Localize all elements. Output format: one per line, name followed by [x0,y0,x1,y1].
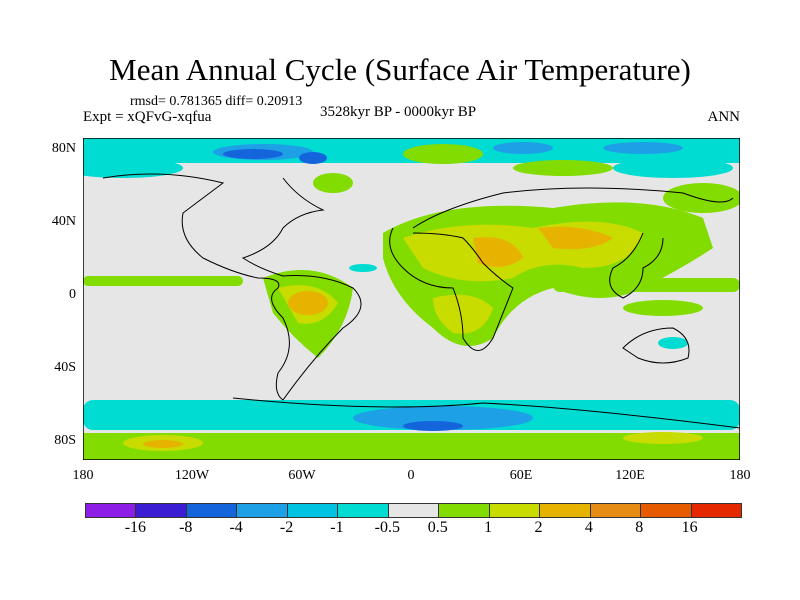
eurasia-africa-anomaly [383,202,713,346]
y-tick-label: 80S [54,433,76,448]
colorbar-label: 16 [681,519,698,536]
colorbar-swatch [237,504,288,517]
colorbar-swatch [338,504,389,517]
x-tick-label: 120W [174,468,210,483]
y-tick-label: 40N [51,214,76,229]
x-tick-label: 60W [288,468,316,483]
y-tick-label: 80N [51,141,76,156]
y-tick-label: 0 [69,287,76,302]
colorbar-label: 1 [484,519,493,536]
colorbar-label: 0.5 [427,519,448,536]
coastlines [102,173,740,429]
colorbar-label: -4 [229,519,243,536]
figure-title: Mean Annual Cycle (Surface Air Temperatu… [109,52,691,87]
colorbar-swatch [86,504,137,517]
antarctic-anomaly [83,400,740,460]
x-tick-label: 0 [407,468,415,483]
experiment-label: Expt = xQFvG-xqfua [83,109,212,125]
colorbar-swatch [590,504,642,517]
colorbar-label: -16 [124,519,147,536]
anomaly-map [83,138,740,460]
colorbar-label: -2 [279,519,294,536]
y-tick-label: 40S [54,360,76,375]
season-label: ANN [707,109,741,125]
colorbar-swatch [287,504,339,517]
south-america-anomaly [263,270,353,358]
colorbar-swatch [136,504,187,517]
colorbar-label: 4 [584,519,593,536]
colorbar [85,503,742,518]
colorbar-label: -8 [179,519,193,536]
x-tick-label: 120E [615,468,645,483]
colorbar-label: 2 [534,519,543,536]
colorbar-label: -0.5 [374,519,400,536]
x-tick-label: 180 [729,468,751,483]
period-label: 3528kyr BP - 0000kyr BP [320,104,477,120]
colorbar-swatch [641,504,692,517]
x-tick-label: 180 [72,468,94,483]
colorbar-label: 8 [635,519,644,536]
colorbar-swatch [388,504,440,517]
colorbar-swatch [691,504,742,517]
colorbar-swatch [540,504,591,517]
colorbar-label: -1 [330,519,344,536]
colorbar-swatch [439,504,490,517]
colorbar-swatch [186,504,238,517]
x-tick-label: 60E [509,468,533,483]
stats-label: rmsd= 0.781365 diff= 0.20913 [130,94,303,109]
colorbar-swatch [489,504,541,517]
